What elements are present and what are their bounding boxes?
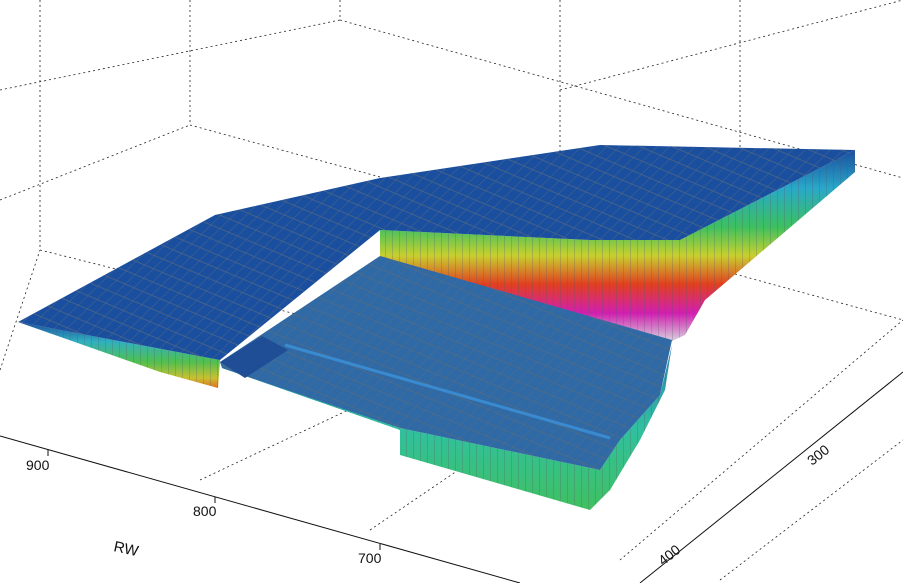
axis-label: RW [112,538,141,560]
tick-label: 400 [655,541,683,568]
tick-label: 800 [193,503,217,519]
tick-label: 300 [804,441,832,468]
tick-label: 700 [358,550,382,566]
tick-label: 900 [26,457,50,473]
model [18,145,855,510]
